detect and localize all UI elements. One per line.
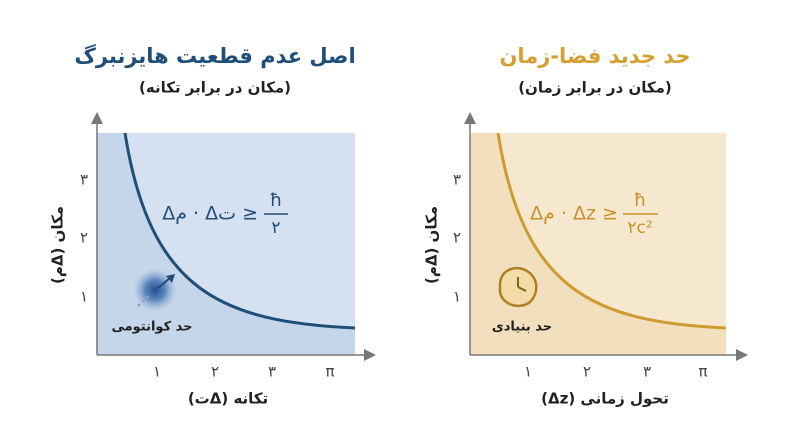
formula-lhs: Δم · Δz ≥ — [530, 203, 618, 225]
x-tick-label: ۱ — [153, 363, 161, 381]
y-tick-label: ۲ — [453, 229, 461, 247]
x-tick-label: π — [698, 363, 707, 381]
right-panel: حد جدید فضا-زمان (مکان در برابر زمان) ۳ … — [423, 44, 748, 408]
formula-lhs: Δم · Δت ≥ — [162, 203, 258, 225]
formula-denominator: ۲c² — [627, 218, 652, 238]
y-axis-arrow — [464, 112, 476, 124]
below-curve-area — [470, 133, 726, 355]
formula-denominator: ۲ — [271, 218, 280, 238]
blob-trail — [137, 294, 151, 307]
blob-arrow-head — [166, 274, 175, 283]
x-tick-label: π — [325, 363, 334, 381]
clock-icon — [498, 266, 538, 308]
formula-numerator: ħ — [634, 190, 647, 211]
x-tick-label: ۳ — [643, 363, 651, 381]
y-axis-label: مکان (Δم) — [49, 206, 67, 284]
x-axis-arrow — [736, 349, 748, 361]
clock-hand — [517, 286, 527, 292]
annotation: حد بنیادی — [492, 320, 552, 335]
x-tick-label: ۲ — [583, 363, 591, 381]
y-tick-label: ۳ — [80, 171, 88, 189]
x-tick-label: ۳ — [268, 363, 276, 381]
x-tick-label: ۲ — [211, 363, 219, 381]
limit-curve — [496, 132, 727, 330]
panel-title: اصل عدم قطعیت هایزنبرگ — [74, 43, 355, 68]
formula-numerator: ħ — [270, 190, 283, 211]
left-panel: اصل عدم قطعیت هایزنبرگ (مکان در برابر تک… — [49, 43, 376, 408]
limit-curve — [123, 132, 356, 330]
panel-subtitle: (مکان در برابر تکانه) — [139, 79, 291, 97]
x-axis-label: تکانه (Δت) — [188, 390, 268, 408]
y-tick-label: ۳ — [453, 171, 461, 189]
x-axis-label: تحول زمانی (Δz) — [541, 390, 669, 408]
blob-arrow — [157, 277, 171, 289]
x-axis-arrow — [364, 349, 376, 361]
x-tick-label: ۱ — [524, 363, 532, 381]
panel-subtitle: (مکان در برابر زمان) — [518, 79, 672, 97]
panel-title: حد جدید فضا-زمان — [499, 44, 690, 68]
annotation: حد کوانتومی — [111, 320, 192, 335]
y-axis-label: مکان (Δم) — [423, 206, 441, 284]
y-tick-label: ۲ — [80, 229, 88, 247]
y-axis-arrow — [91, 112, 103, 124]
y-tick-label: ۱ — [453, 288, 461, 306]
y-tick-label: ۱ — [80, 288, 88, 306]
